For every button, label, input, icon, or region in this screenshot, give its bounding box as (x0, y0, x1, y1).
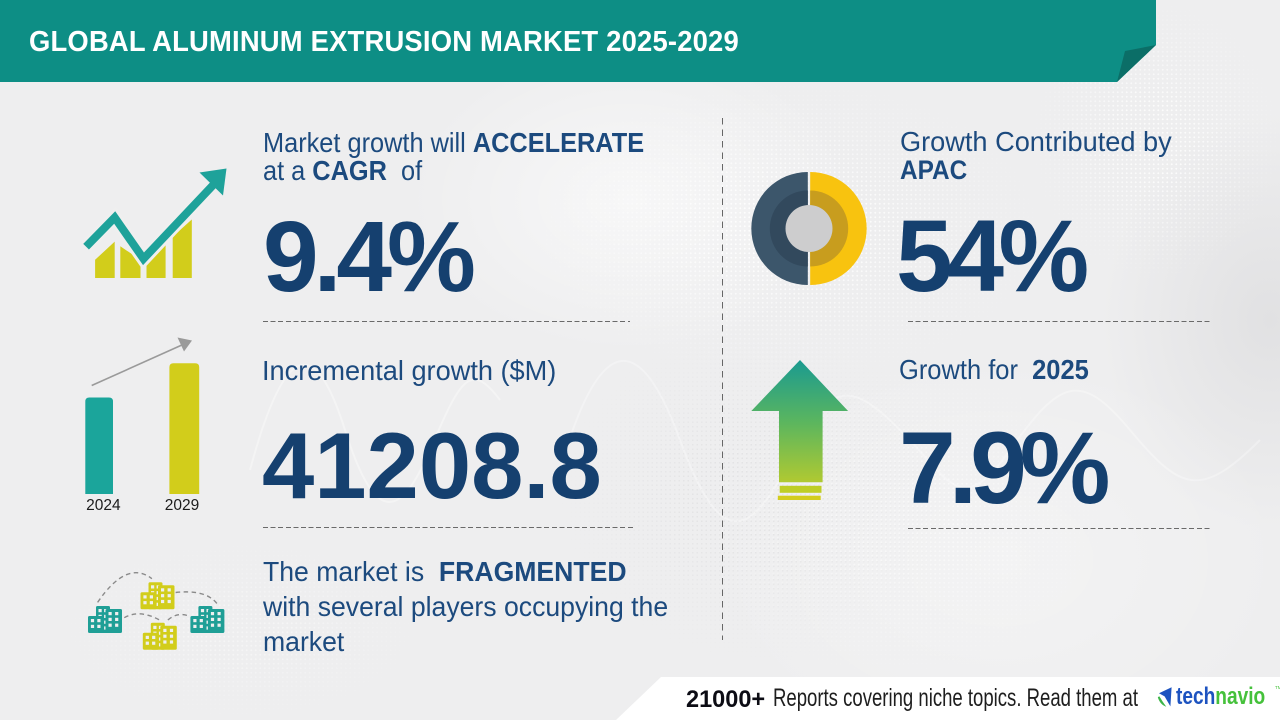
svg-text:2024: 2024 (86, 497, 121, 514)
svg-text:2029: 2029 (165, 497, 199, 514)
svg-text:TM: TM (1275, 685, 1280, 690)
